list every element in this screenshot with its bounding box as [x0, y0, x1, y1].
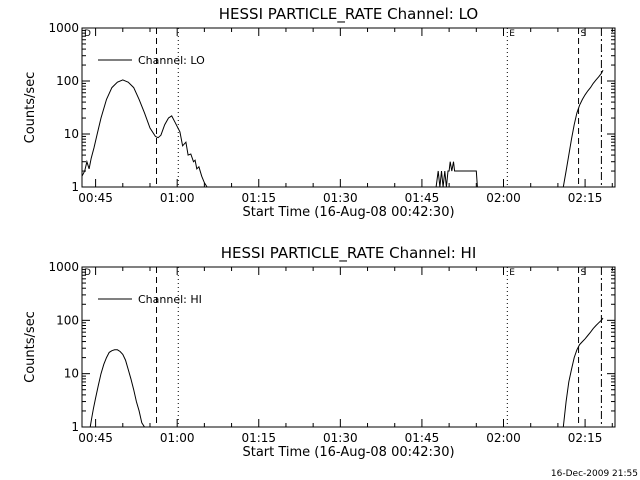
series-line	[562, 69, 604, 188]
x-tick-label: 01:00	[160, 191, 195, 205]
chart-title: HESSI PARTICLE_RATE Channel: LO	[219, 5, 478, 24]
event-marker-label: S	[581, 268, 587, 278]
chart-title: HESSI PARTICLE_RATE Channel: HI	[221, 244, 477, 263]
x-tick-label: 01:15	[241, 431, 276, 445]
x-tick-label: 02:00	[486, 191, 521, 205]
series-line	[562, 317, 604, 428]
panel-hi: HESSI PARTICLE_RATE Channel: HI 00:45 01:0…	[23, 244, 616, 460]
x-axis-label: Start Time (16-Aug-08 00:42:30)	[242, 445, 454, 460]
x-tick-label: 01:45	[405, 191, 440, 205]
x-tick-label: 01:45	[405, 431, 440, 445]
y-tick-label: 100	[56, 74, 79, 88]
series-line	[81, 79, 208, 188]
x-tick-label: 00:45	[78, 431, 113, 445]
plot-frame	[81, 266, 616, 428]
y-tick-label: 10	[64, 127, 79, 141]
legend-entry: Channel: HI	[138, 293, 202, 306]
plot-frame	[81, 27, 616, 188]
series-line	[89, 349, 145, 428]
x-tick-label: 02:00	[486, 431, 521, 445]
x-tick-label: 01:30	[323, 191, 358, 205]
x-tick-label: 01:30	[323, 431, 358, 445]
panel-lo: HESSI PARTICLE_RATE Channel: LO 00:45 01:0…	[23, 5, 616, 220]
event-marker-label: D	[84, 268, 91, 278]
event-marker-label: E	[509, 29, 515, 39]
x-tick-label: 00:45	[78, 191, 113, 205]
x-axis-label: Start Time (16-Aug-08 00:42:30)	[242, 205, 454, 220]
y-tick-label: 100	[56, 313, 79, 327]
x-tick-label: 02:15	[568, 431, 603, 445]
event-marker-label: S	[581, 29, 587, 39]
y-axis-label: Counts/sec	[23, 311, 38, 383]
event-marker-label: D	[84, 29, 91, 39]
legend-entry: Channel: LO	[138, 54, 205, 67]
event-marker-label: E	[509, 268, 515, 278]
series-line	[435, 161, 478, 188]
y-tick-label: 10	[64, 367, 79, 381]
x-tick-label: 02:15	[568, 191, 603, 205]
y-axis-label: Counts/sec	[23, 72, 38, 144]
y-tick-label: 1000	[48, 21, 79, 35]
x-tick-label: 01:00	[160, 431, 195, 445]
footer-timestamp: 16-Dec-2009 21:55	[551, 469, 638, 479]
y-tick-label: 1	[71, 420, 79, 434]
x-tick-label: 01:15	[241, 191, 276, 205]
y-tick-label: 1000	[48, 260, 79, 274]
y-tick-label: 1	[71, 180, 79, 194]
